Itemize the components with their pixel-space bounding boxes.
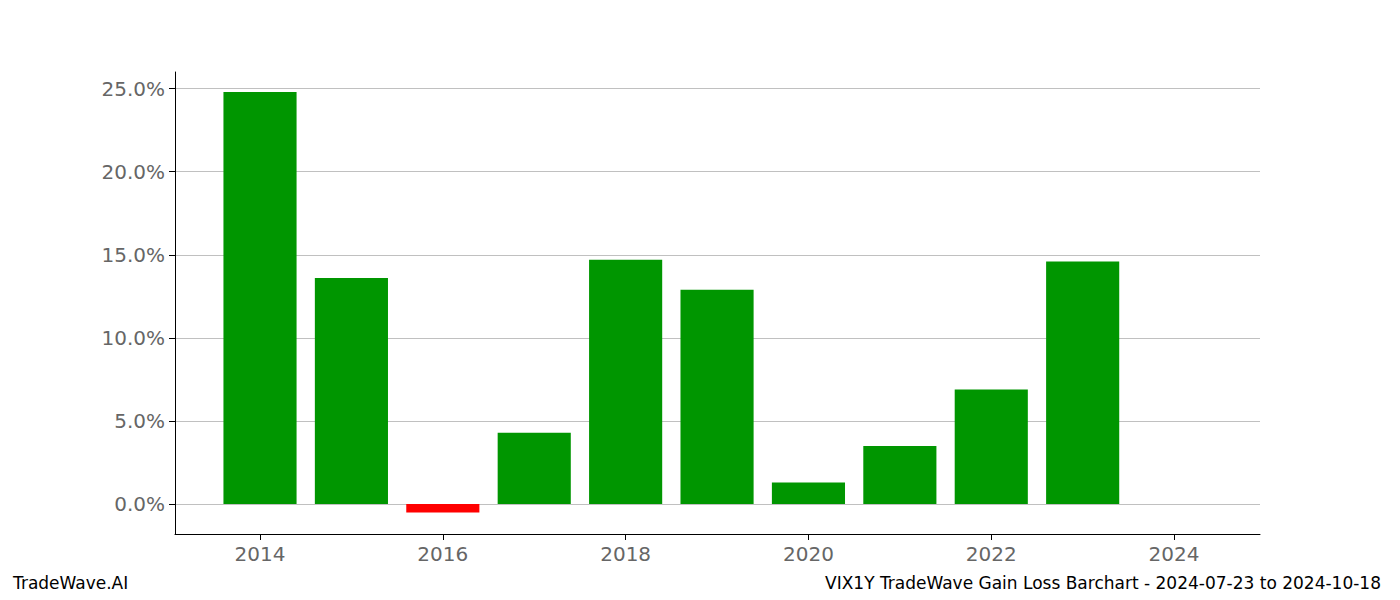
svg-text:15.0%: 15.0% [101, 243, 165, 267]
svg-text:2024: 2024 [1149, 542, 1200, 566]
svg-text:2020: 2020 [783, 542, 834, 566]
svg-text:2018: 2018 [600, 542, 651, 566]
svg-text:10.0%: 10.0% [101, 326, 165, 350]
svg-text:2022: 2022 [966, 542, 1017, 566]
svg-text:VIX1Y TradeWave Gain Loss Barc: VIX1Y TradeWave Gain Loss Barchart - 202… [825, 573, 1381, 593]
svg-text:20.0%: 20.0% [101, 160, 165, 184]
svg-text:0.0%: 0.0% [114, 492, 165, 516]
svg-text:TradeWave.AI: TradeWave.AI [12, 573, 128, 593]
svg-text:5.0%: 5.0% [114, 409, 165, 433]
svg-text:2016: 2016 [417, 542, 468, 566]
svg-text:25.0%: 25.0% [101, 77, 165, 101]
svg-text:2014: 2014 [235, 542, 286, 566]
